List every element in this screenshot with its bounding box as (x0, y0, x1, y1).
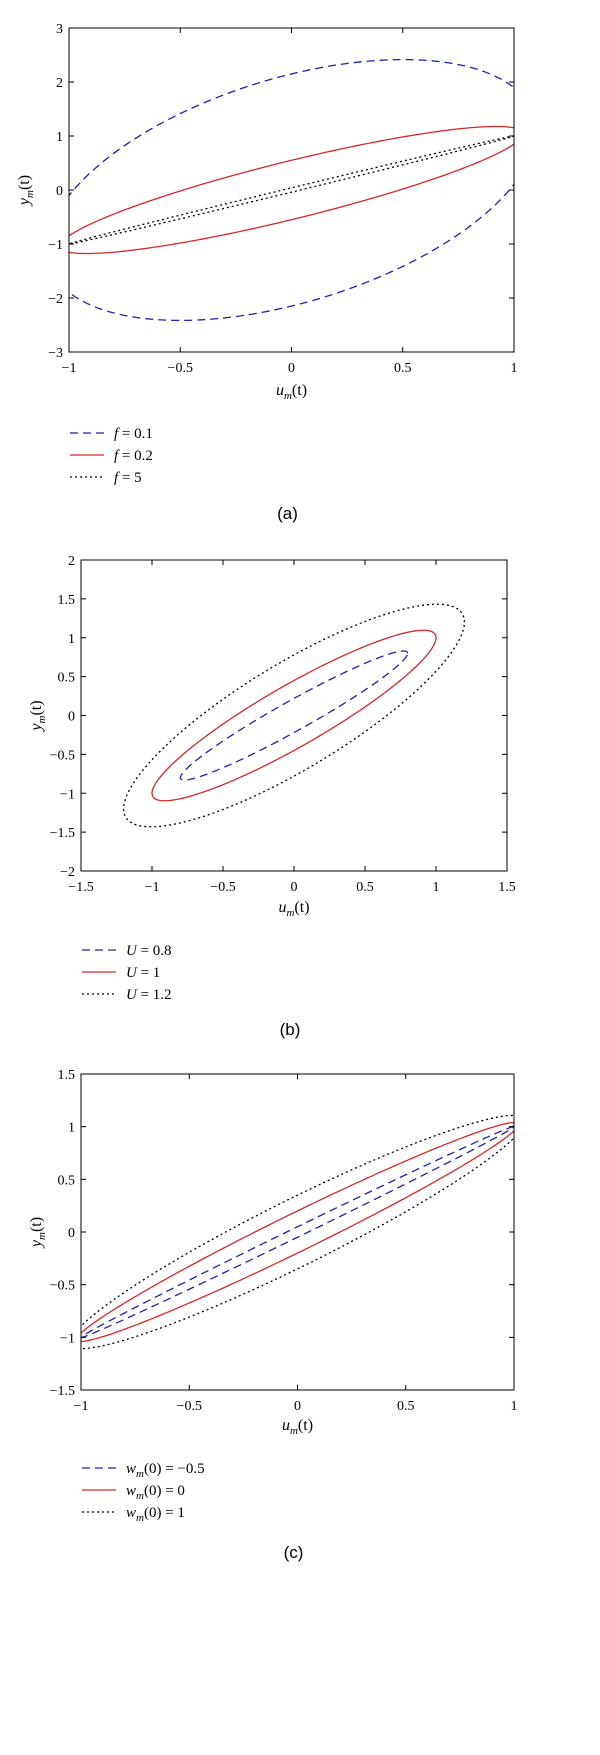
series-line-1 (69, 125, 514, 255)
x-tick-label: 1 (511, 1399, 518, 1414)
x-tick-label: −1.5 (68, 880, 93, 895)
y-tick-label: 1 (68, 632, 75, 647)
y-tick-label: −2 (60, 865, 75, 880)
series-line-0 (81, 1125, 514, 1339)
y-tick-label: 1 (56, 130, 63, 145)
y-tick-label: −3 (48, 346, 63, 361)
legend: U = 0.8 U = 1 U = 1.2 (82, 943, 172, 1003)
x-tick-label: −0.5 (168, 361, 193, 376)
x-tick-label: 0.5 (356, 880, 374, 895)
y-tick-label: −1 (48, 238, 63, 253)
series-line-1 (81, 1121, 514, 1343)
y-tick-label: 3 (56, 22, 63, 37)
y-tick-label: −1 (60, 787, 75, 802)
legend-label-2: U = 1.2 (126, 987, 172, 1003)
y-tick-label: 0.5 (58, 671, 76, 686)
x-tick-label: 0.5 (397, 1399, 415, 1414)
x-tick-label: −1 (145, 880, 160, 895)
y-tick-label: 0 (68, 710, 75, 725)
series-group (69, 58, 514, 322)
legend-label-0: f = 0.1 (114, 426, 153, 442)
y-tick-label: 1.5 (58, 1068, 76, 1083)
x-tick-label: −0.5 (177, 1399, 202, 1414)
plot-frame (80, 1073, 515, 1391)
x-axis-label: um(t) (276, 382, 307, 402)
panel-caption: (c) (284, 1543, 304, 1562)
y-tick-label: 1.5 (58, 593, 76, 608)
series-group (81, 1114, 514, 1350)
x-tick-label: 0 (291, 880, 298, 895)
x-tick-label: 1.5 (498, 880, 516, 895)
legend-label-0: wm(0) = −0.5 (126, 1461, 205, 1480)
legend-label-2: f = 5 (114, 470, 142, 486)
panel-caption: (a) (277, 504, 298, 523)
x-tick-label: 0 (294, 1399, 301, 1414)
y-tick-label: −1.5 (50, 826, 75, 841)
x-tick-label: −0.5 (210, 880, 235, 895)
x-tick-label: 1 (511, 361, 518, 376)
y-tick-label: 0 (68, 1226, 75, 1241)
chart-panel-1: −1.5 −1 −0.5 0 0.5 1 1.5−2−1.5−1−0.500.511.52u… (28, 554, 516, 1039)
y-tick-label: −1 (60, 1331, 75, 1346)
y-tick-label: 2 (56, 76, 63, 91)
plot-frame (80, 559, 508, 872)
series-line-0 (179, 650, 409, 781)
y-axis-label: ym(t) (16, 175, 36, 207)
x-tick-label: −1 (74, 1399, 89, 1414)
y-axis-label: ym(t) (28, 700, 48, 732)
y-tick-label: 0.5 (58, 1173, 76, 1188)
y-tick-label: 1 (68, 1121, 75, 1136)
y-tick-label: −0.5 (50, 748, 75, 763)
series-line-2 (81, 1114, 514, 1350)
series-group (122, 603, 466, 828)
y-tick-label: −0.5 (50, 1279, 75, 1294)
x-tick-label: 0 (288, 361, 295, 376)
series-line-2 (122, 603, 466, 828)
y-tick-label: −2 (48, 292, 63, 307)
x-tick-label: 0.5 (394, 361, 412, 376)
plot-frame (68, 27, 515, 353)
chart-panel-2: −1 −0.5 0 0.5 1−1.5−1−0.500.511.5um(t)ym(t)w… (28, 1068, 518, 1562)
y-axis-label: ym(t) (28, 1217, 48, 1249)
series-line-0 (69, 58, 514, 322)
panel-caption: (b) (280, 1020, 301, 1039)
legend-label-2: wm(0) = 1 (126, 1505, 185, 1524)
x-tick-label: 1 (433, 880, 440, 895)
legend-label-1: f = 0.2 (114, 448, 153, 464)
y-tick-label: 2 (68, 554, 75, 569)
y-tick-label: −1.5 (50, 1384, 75, 1399)
legend-label-1: wm(0) = 0 (126, 1483, 185, 1502)
legend: f = 0.1 f = 0.2 f = 5 (70, 426, 153, 486)
legend-label-0: U = 0.8 (126, 943, 172, 959)
series-line-2 (69, 135, 514, 245)
series-line-1 (151, 629, 437, 802)
legend: wm(0) = −0.5 wm(0) = 0 wm(0) = 1 (82, 1461, 205, 1524)
y-tick-label: 0 (56, 184, 63, 199)
x-tick-label: −1 (62, 361, 77, 376)
x-axis-label: um(t) (278, 899, 309, 919)
legend-label-1: U = 1 (126, 965, 160, 981)
x-axis-label: um(t) (282, 1417, 313, 1437)
